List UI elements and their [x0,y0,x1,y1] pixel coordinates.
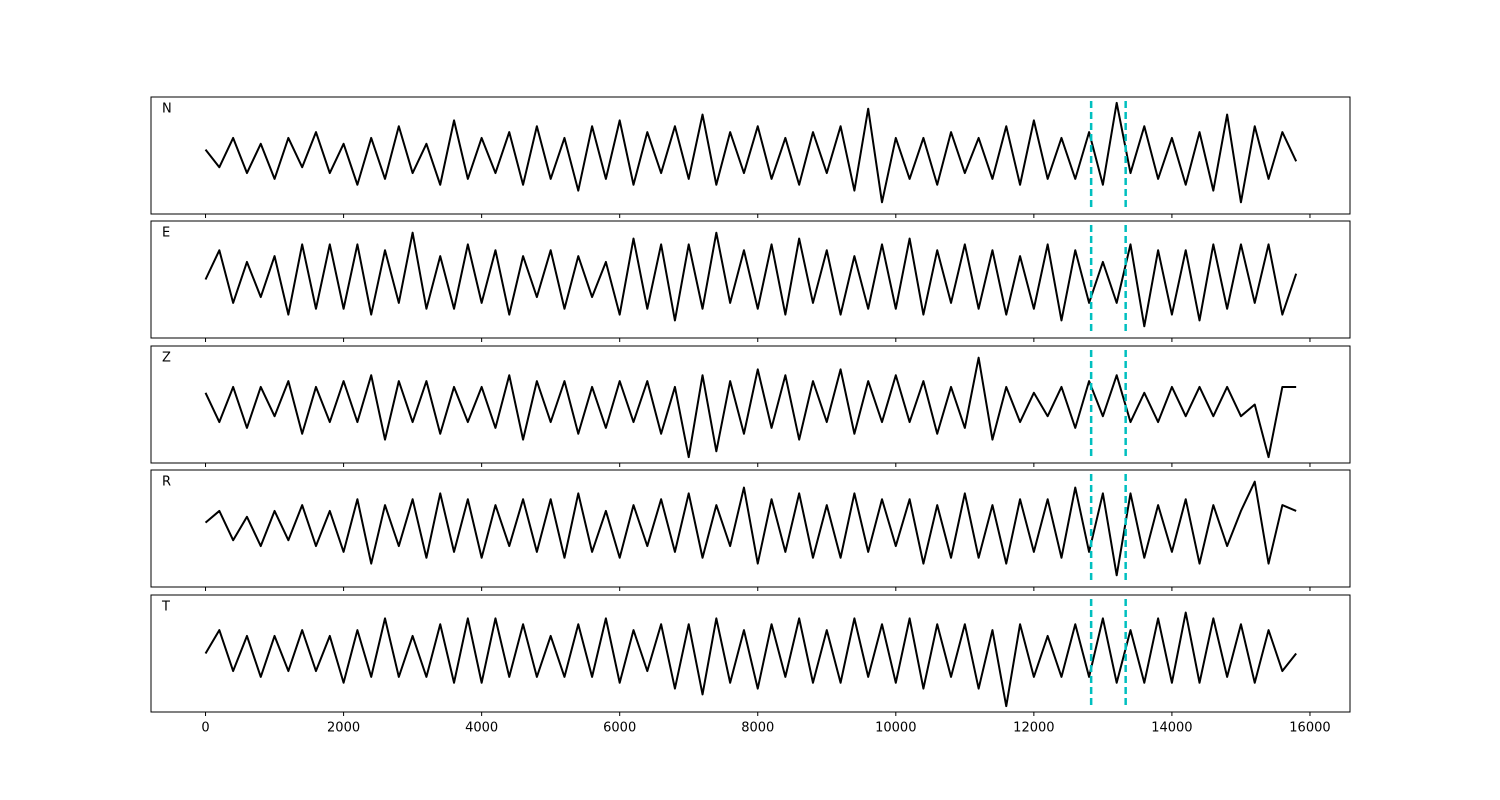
panel-label: Z [162,351,171,366]
panel-label: E [162,226,170,241]
x-tick-label: 10000 [875,721,916,736]
panel-frame [150,469,1351,588]
panel-frame [150,594,1351,713]
x-tick-label: 0 [201,721,209,736]
panel-frame [150,220,1351,339]
x-tick-label: 2000 [327,721,360,736]
trace [204,231,1298,328]
x-tick-label: 12000 [1013,721,1054,736]
x-tick-label: 14000 [1151,721,1192,736]
trace [204,101,1298,204]
panel-frame [150,96,1351,215]
trace [204,611,1297,708]
trace [204,356,1297,459]
panel-label: R [162,475,171,490]
panel-label: N [162,102,172,117]
x-tick-label: 16000 [1289,721,1330,736]
x-tick-label: 8000 [741,721,774,736]
x-tick-label: 6000 [603,721,636,736]
panel-label: T [161,600,170,615]
panel-frame [150,345,1351,464]
x-tick-label: 4000 [465,721,498,736]
trace [204,480,1297,577]
